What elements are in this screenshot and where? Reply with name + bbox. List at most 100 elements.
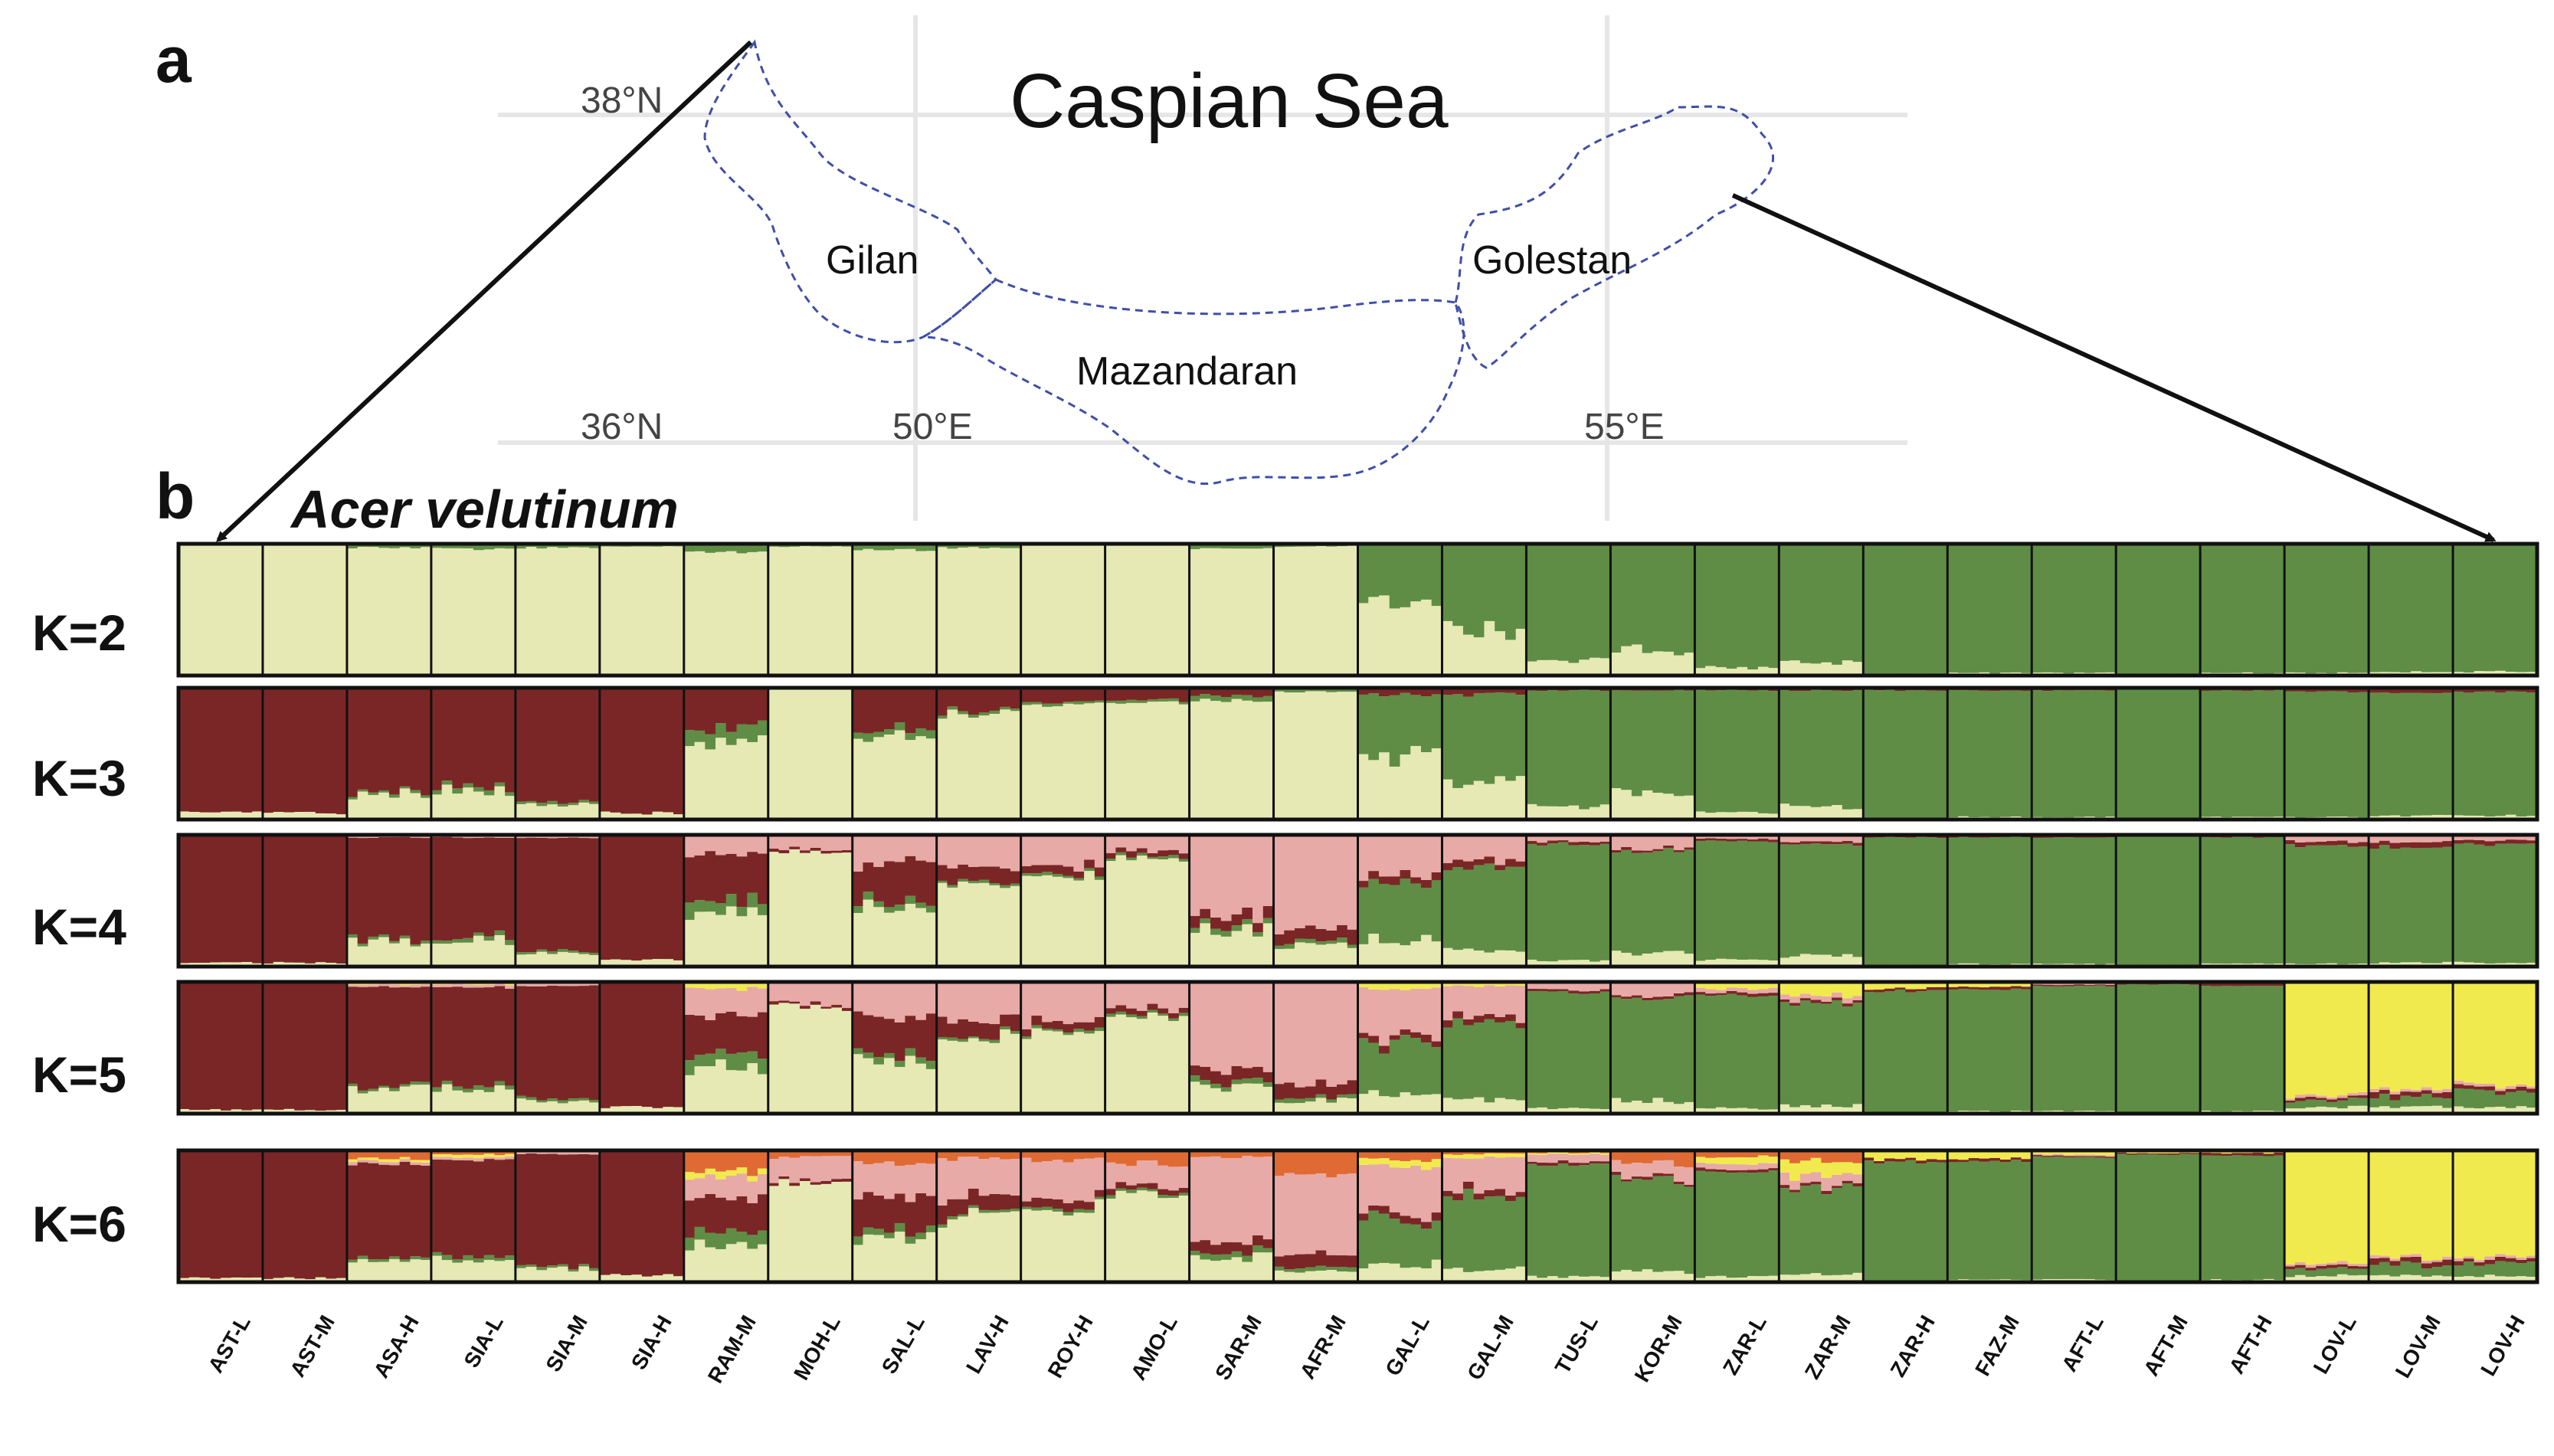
bar-segment-AFR-M-k6-c1 xyxy=(1347,1271,1359,1282)
bar-segment-ZAR-L-k3-c2 xyxy=(1694,689,1706,812)
bar-segment-ZAR-H-k5-c2 xyxy=(1874,992,1885,1113)
bar-segment-KOR-M-k2-c2 xyxy=(1610,544,1622,653)
bar-segment-SIA-L-k5-c2 xyxy=(494,1081,506,1086)
bar-segment-SIA-L-k5-c1 xyxy=(463,1092,474,1114)
bar-segment-FAZ-M-k5-c2 xyxy=(1947,989,1959,1112)
bar-segment-AFT-L-k4-c2 xyxy=(2084,837,2096,964)
bar-segment-TUS-L-k4-c1 xyxy=(1600,960,1611,967)
bar-segment-SAL-L-k2-c1 xyxy=(894,548,906,676)
bar-segment-ZAR-H-k5-c5 xyxy=(1937,982,1948,987)
bar-segment-SAR-M-k2-c2 xyxy=(1231,544,1243,549)
bar-segment-ZAR-M-k6-c1 xyxy=(1799,1274,1812,1282)
bar-segment-SIA-L-k5-c1 xyxy=(505,1089,516,1114)
bar-segment-GAL-L-k5-c3 xyxy=(1410,1032,1422,1039)
bar-segment-SAR-M-k5-c4 xyxy=(1231,982,1243,1066)
bar-segment-TUS-L-k6-c1 xyxy=(1600,1277,1611,1282)
bar-segment-SAL-L-k6-c1 xyxy=(883,1238,896,1282)
bar-segment-SIA-L-k6-c3 xyxy=(494,1160,506,1258)
bar-segment-GAL-L-k5-c4 xyxy=(1378,990,1390,1046)
bar-segment-LAV-H-k3-c2 xyxy=(978,712,990,716)
bar-segment-ZAR-M-k4-c3 xyxy=(1821,841,1832,845)
bar-segment-GAL-L-k4-c3 xyxy=(1410,877,1422,884)
bar-segment-KOR-M-k5-c4 xyxy=(1652,982,1664,997)
bar-segment-TUS-L-k4-c2 xyxy=(1526,843,1537,960)
bar-segment-ZAR-M-k6-c6 xyxy=(1799,1150,1812,1161)
bar-segment-FAZ-M-k6-c2 xyxy=(1999,1162,2012,1280)
bar-segment-ZAR-H-k5-c2 xyxy=(1863,992,1875,1113)
bar-segment-SAR-M-k4-c4 xyxy=(1262,835,1275,906)
bar-segment-RAM-M-k6-c3 xyxy=(694,1198,706,1227)
bar-segment-AFT-L-k5-c3 xyxy=(2094,984,2107,986)
bar-segment-AMO-L-k5-c2 xyxy=(1147,1009,1158,1013)
bar-segment-ZAR-H-k6-c3 xyxy=(1863,1157,1875,1161)
bar-segment-AFT-L-k4-c2 xyxy=(2052,837,2064,964)
bar-segment-KOR-M-k3-c1 xyxy=(1684,795,1695,820)
bar-segment-AFR-M-k5-c3 xyxy=(1273,1084,1285,1100)
bar-segment-FAZ-M-k6-c5 xyxy=(2021,1150,2032,1160)
bar-segment-ZAR-L-k6-c5 xyxy=(1747,1157,1759,1165)
bar-segment-ZAR-M-k4-c1 xyxy=(1832,957,1843,967)
bar-segment-AMO-L-k3-c1 xyxy=(1157,701,1169,820)
bar-segment-SIA-H-k2-c1 xyxy=(631,546,643,676)
bar-segment-ZAR-H-k5-c3 xyxy=(1863,990,1875,993)
bar-segment-AFT-H-k5-c3 xyxy=(2252,983,2264,986)
bar-segment-ROY-H-k5-c4 xyxy=(1020,982,1032,1029)
bar-segment-RAM-M-k3-c3 xyxy=(758,688,769,721)
bar-segment-TUS-L-k6-c1 xyxy=(1537,1278,1548,1282)
bar-segment-ZAR-M-k5-c1 xyxy=(1852,1104,1864,1114)
bar-segment-ASA-H-k6-c5 xyxy=(357,1157,369,1160)
bar-segment-ZAR-M-k4-c3 xyxy=(1799,841,1812,844)
bar-segment-TUS-L-k5-c2 xyxy=(1537,990,1548,1108)
bar-segment-LOV-L-k5-c1 xyxy=(2347,1105,2359,1114)
bar-segment-LAV-H-k6-c3 xyxy=(958,1199,969,1215)
bar-segment-GAL-L-k5-c1 xyxy=(1368,1090,1380,1114)
bar-segment-SIA-H-k4-c1 xyxy=(610,959,621,967)
bar-segment-KOR-M-k4-c2 xyxy=(1621,849,1632,953)
bar-segment-LOV-M-k5-c5 xyxy=(2379,982,2391,1088)
bar-segment-ZAR-L-k5-c4 xyxy=(1768,987,1780,993)
bar-segment-AFR-M-k4-c2 xyxy=(1284,944,1295,949)
bar-segment-ZAR-M-k4-c2 xyxy=(1821,844,1832,955)
bar-segment-ZAR-M-k5-c5 xyxy=(1821,982,1832,996)
bar-segment-SIA-L-k4-c1 xyxy=(494,934,506,967)
bar-segment-ASA-H-k4-c3 xyxy=(410,837,421,944)
bar-segment-ASA-H-k2-c1 xyxy=(410,548,421,676)
bar-segment-GAL-L-k3-c2 xyxy=(1420,696,1433,753)
bar-segment-GAL-L-k4-c1 xyxy=(1431,941,1443,967)
bar-segment-FAZ-M-k6-c2 xyxy=(1947,1162,1959,1280)
bar-segment-SAR-M-k4-c3 xyxy=(1200,908,1211,919)
bar-segment-LAV-H-k3-c1 xyxy=(978,715,990,820)
bar-segment-GAL-M-k5-c1 xyxy=(1484,1102,1495,1114)
bar-segment-AST-L-k3-c3 xyxy=(210,688,221,813)
bar-segment-ROY-H-k5-c4 xyxy=(1094,982,1106,1017)
bar-segment-SIA-M-k5-c1 xyxy=(568,1101,579,1114)
bar-segment-AFR-M-k4-c3 xyxy=(1326,930,1338,941)
bar-segment-KOR-M-k2-c1 xyxy=(1663,651,1675,676)
bar-segment-ROY-H-k4-c2 xyxy=(1084,868,1095,872)
lon-label-50e: 50°E xyxy=(892,407,973,447)
bar-segment-TUS-L-k4-c4 xyxy=(1547,835,1559,841)
bar-segment-LOV-H-k6-c3 xyxy=(2453,1261,2464,1266)
bar-segment-SIA-H-k3-c3 xyxy=(673,688,685,815)
bar-segment-SAR-M-k6-c4 xyxy=(1262,1157,1275,1240)
bar-segment-GAL-M-k6-c5 xyxy=(1515,1153,1527,1157)
bar-segment-ZAR-H-k2-c2 xyxy=(1874,544,1885,675)
bar-segment-SIA-M-k4-c1 xyxy=(568,952,579,967)
bar-segment-LOV-H-k6-c3 xyxy=(2463,1258,2475,1262)
bar-segment-LOV-L-k6-c5 xyxy=(2347,1150,2359,1265)
bar-segment-ZAR-L-k5-c1 xyxy=(1726,1108,1737,1114)
bar-segment-AST-L-k2-c1 xyxy=(241,544,253,676)
bar-segment-SIA-H-k6-c1 xyxy=(652,1275,663,1282)
bar-segment-LAV-H-k6-c4 xyxy=(989,1157,1000,1194)
bar-segment-SIA-L-k6-c3 xyxy=(441,1160,453,1255)
bar-segment-AST-L-k4-c1 xyxy=(220,962,232,967)
bar-segment-KOR-M-k4-c4 xyxy=(1621,835,1632,848)
bar-segment-AFT-L-k4-c2 xyxy=(2105,837,2117,964)
bar-segment-ZAR-L-k3-c2 xyxy=(1757,689,1770,813)
bar-segment-AST-L-k4-c3 xyxy=(231,835,243,963)
bar-segment-AST-M-k6-c3 xyxy=(283,1150,295,1278)
bar-segment-ZAR-L-k4-c2 xyxy=(1737,840,1748,960)
bar-segment-GAL-L-k4-c3 xyxy=(1431,872,1443,881)
bar-segment-AFT-M-k6-c2 xyxy=(2147,1154,2159,1281)
bar-segment-TUS-L-k5-c1 xyxy=(1557,1108,1570,1114)
